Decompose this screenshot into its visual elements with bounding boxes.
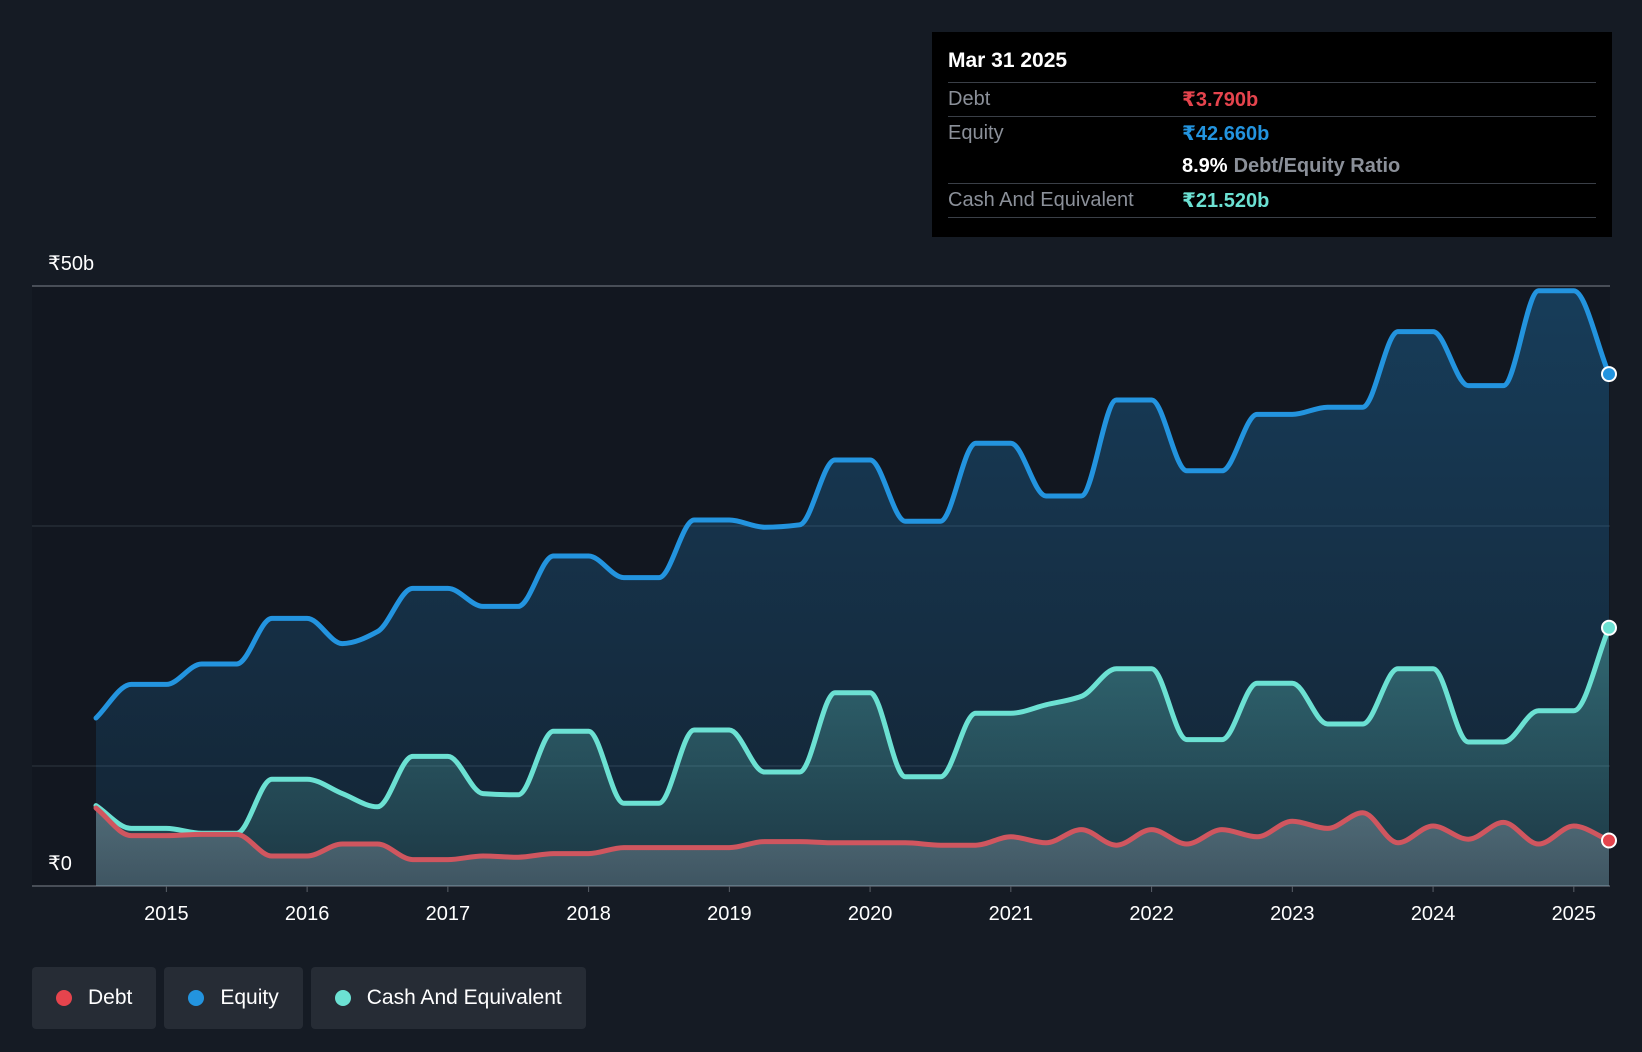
tooltip-cash-value: ₹21.520b	[1182, 190, 1270, 212]
x-tick-label-2025: 2025	[1552, 903, 1597, 925]
x-tick-label-2018: 2018	[566, 903, 611, 925]
x-tick-label-2016: 2016	[285, 903, 330, 925]
tooltip-equity-value: ₹42.660b	[1182, 123, 1270, 145]
tooltip-ratio-value: 8.9%	[1182, 155, 1228, 177]
debt-line	[93, 805, 1612, 863]
x-tick-label-2017: 2017	[426, 903, 471, 925]
tooltip-ratio-label: Debt/Equity Ratio	[1233, 155, 1401, 177]
legend: Debt Equity Cash And Equivalent	[32, 967, 586, 1029]
tooltip-debt-row: Debt ₹3.790b	[948, 83, 1596, 117]
tooltip-date: Mar 31 2025	[948, 46, 1596, 83]
y-tick-bottom: ₹0	[48, 853, 72, 875]
tooltip: Mar 31 2025 Debt ₹3.790b Equity ₹42.660b…	[932, 32, 1612, 237]
cash-area	[96, 627, 1609, 886]
tooltip-equity-label: Equity	[948, 122, 1004, 144]
tooltip-cash-label: Cash And Equivalent	[948, 189, 1134, 211]
legend-item-debt[interactable]: Debt	[32, 967, 157, 1029]
debt-dot-icon	[56, 990, 72, 1006]
equity-line	[93, 288, 1612, 721]
tooltip-debt-label: Debt	[948, 88, 991, 110]
x-tick-label-2015: 2015	[144, 903, 189, 925]
equity-endpoint-marker	[1601, 366, 1617, 383]
x-tick-label-2024: 2024	[1411, 903, 1456, 925]
y-tick-top: ₹50b	[48, 253, 94, 275]
cash-line	[93, 625, 1612, 836]
tooltip-cash-row: Cash And Equivalent ₹21.520b	[948, 184, 1596, 218]
tooltip-equity-row: Equity ₹42.660b	[948, 117, 1596, 150]
tooltip-debt-value: ₹3.790b	[1182, 89, 1259, 111]
x-tick-label-2022: 2022	[1129, 903, 1174, 925]
legend-item-cash[interactable]: Cash And Equivalent	[310, 967, 586, 1029]
debt-endpoint-marker	[1601, 832, 1617, 849]
debt-area	[96, 808, 1609, 886]
x-axis-ticks: 2015 2016 2017 2018 2019 2020 2021 2022 2023 2024…	[144, 886, 1596, 925]
cash-endpoint-marker	[1601, 619, 1617, 636]
endpoint-markers	[1601, 366, 1617, 849]
cash-dot-icon	[334, 990, 351, 1006]
legend-item-equity[interactable]: Equity	[164, 967, 303, 1029]
legend-equity-label: Equity	[220, 986, 279, 1009]
x-tick-label-2020: 2020	[848, 903, 893, 925]
equity-dot-icon	[188, 990, 205, 1006]
x-tick-label-2023: 2023	[1270, 903, 1315, 925]
x-tick-label-2019: 2019	[707, 903, 752, 925]
legend-cash-label: Cash And Equivalent	[366, 986, 562, 1009]
tooltip-ratio-row: 8.9% Debt/Equity Ratio	[948, 150, 1596, 184]
x-tick-label-2021: 2021	[989, 903, 1034, 925]
legend-debt-label: Debt	[88, 986, 133, 1009]
